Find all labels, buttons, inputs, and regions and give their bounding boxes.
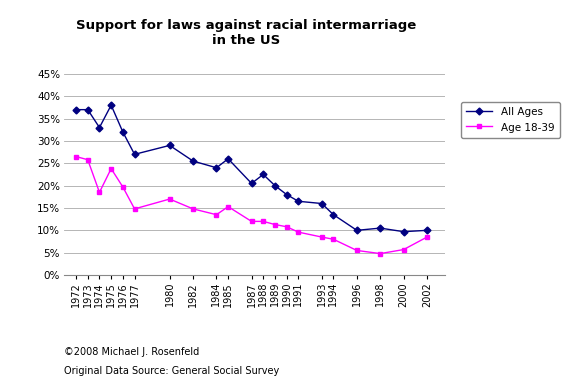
All Ages xyxy=(318,201,325,206)
All Ages xyxy=(248,181,255,186)
All Ages xyxy=(166,143,173,148)
Age 18-39 xyxy=(73,154,80,159)
Text: Original Data Source: General Social Survey: Original Data Source: General Social Sur… xyxy=(64,366,280,376)
Line: Age 18-39: Age 18-39 xyxy=(74,154,429,256)
Age 18-39 xyxy=(131,207,138,211)
Age 18-39 xyxy=(225,204,232,209)
All Ages xyxy=(108,103,115,107)
Age 18-39 xyxy=(166,197,173,201)
All Ages xyxy=(213,165,220,170)
Text: Support for laws against racial intermarriage
in the US: Support for laws against racial intermar… xyxy=(75,19,416,47)
All Ages xyxy=(400,229,407,234)
All Ages xyxy=(190,159,197,163)
Age 18-39 xyxy=(213,212,220,217)
All Ages xyxy=(225,157,232,161)
Legend: All Ages, Age 18-39: All Ages, Age 18-39 xyxy=(461,102,560,138)
Age 18-39 xyxy=(295,230,302,235)
All Ages xyxy=(353,228,360,233)
All Ages xyxy=(119,130,126,134)
All Ages xyxy=(295,199,302,204)
Age 18-39 xyxy=(400,247,407,252)
All Ages xyxy=(377,226,384,230)
Age 18-39 xyxy=(108,166,115,171)
All Ages xyxy=(424,228,431,233)
Age 18-39 xyxy=(248,219,255,224)
Age 18-39 xyxy=(330,237,337,241)
Age 18-39 xyxy=(190,207,197,211)
All Ages xyxy=(271,183,278,188)
All Ages xyxy=(283,192,290,197)
All Ages xyxy=(131,152,138,157)
Age 18-39 xyxy=(353,248,360,253)
All Ages xyxy=(330,212,337,217)
Text: ©2008 Michael J. Rosenfeld: ©2008 Michael J. Rosenfeld xyxy=(64,347,199,357)
All Ages xyxy=(84,107,91,112)
All Ages xyxy=(260,172,267,177)
Age 18-39 xyxy=(377,251,384,256)
Age 18-39 xyxy=(424,235,431,240)
Age 18-39 xyxy=(260,219,267,224)
Age 18-39 xyxy=(318,235,325,240)
Age 18-39 xyxy=(283,225,290,229)
Age 18-39 xyxy=(271,222,278,227)
Age 18-39 xyxy=(84,157,91,162)
Line: All Ages: All Ages xyxy=(74,103,429,234)
All Ages xyxy=(96,125,103,130)
Age 18-39 xyxy=(96,190,103,195)
All Ages xyxy=(73,107,80,112)
Age 18-39 xyxy=(119,185,126,189)
